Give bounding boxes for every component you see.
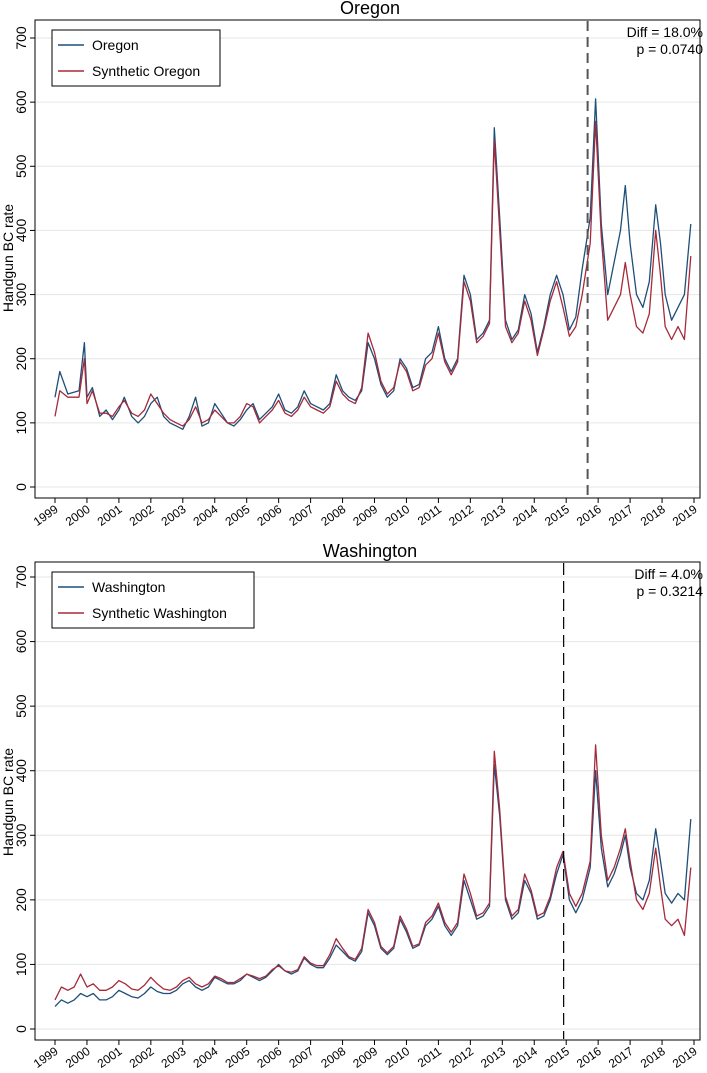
y-tick-label: 600 xyxy=(13,90,29,114)
series-line-synthetic xyxy=(54,744,692,1001)
y-tick-label: 500 xyxy=(13,694,29,718)
y-tick-label: 300 xyxy=(13,823,29,847)
legend-box xyxy=(51,571,255,629)
chart-title: Oregon xyxy=(340,0,400,18)
y-tick-label: 400 xyxy=(13,759,29,783)
y-tick-label: 100 xyxy=(13,953,29,977)
y-tick-label: 700 xyxy=(13,565,29,589)
plot-frame xyxy=(34,19,701,499)
diff-annotation: Diff = 4.0% xyxy=(634,566,703,582)
y-tick-label: 200 xyxy=(13,888,29,912)
legend-label-actual: Oregon xyxy=(92,37,139,53)
y-axis-label: Handgun BC rate xyxy=(0,748,16,856)
p-value-annotation: p = 0.3214 xyxy=(636,583,703,599)
series-lines xyxy=(54,98,692,430)
legend-label-actual: Washington xyxy=(92,579,165,595)
p-value-annotation: p = 0.0740 xyxy=(636,41,703,57)
legend-box xyxy=(51,29,221,87)
y-tick-label: 100 xyxy=(13,411,29,435)
y-tick-label: 600 xyxy=(13,630,29,654)
y-tick-label: 300 xyxy=(13,283,29,307)
legend-label-synthetic: Synthetic Washington xyxy=(92,605,227,621)
y-tick-label: 0 xyxy=(13,1025,29,1033)
y-axis-label: Handgun BC rate xyxy=(0,204,16,312)
series-line-synthetic xyxy=(54,120,692,427)
y-tick-label: 400 xyxy=(13,219,29,243)
legend-label-synthetic: Synthetic Oregon xyxy=(92,63,200,79)
y-axis-ticks: 0 100 200 300 400 500 600 700 xyxy=(13,26,35,491)
y-tick-label: 200 xyxy=(13,347,29,371)
y-axis-ticks: 0 100 200 300 400 500 600 700 xyxy=(13,565,35,1033)
y-tick-label: 700 xyxy=(13,26,29,50)
series-lines xyxy=(54,744,692,1007)
series-line-actual xyxy=(54,98,692,430)
plot-frame xyxy=(34,561,701,1041)
chart-title: Washington xyxy=(323,541,417,561)
legend: Oregon Synthetic Oregon xyxy=(51,29,221,87)
legend: Washington Synthetic Washington xyxy=(51,571,255,629)
y-tick-label: 0 xyxy=(13,483,29,491)
grid-lines xyxy=(35,37,700,488)
y-tick-label: 500 xyxy=(13,154,29,178)
diff-annotation: Diff = 18.0% xyxy=(627,24,703,40)
